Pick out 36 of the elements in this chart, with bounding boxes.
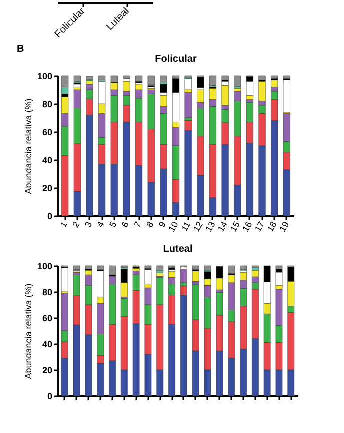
- y-tick-label: 60: [42, 314, 52, 324]
- x-tick-label: 3: [82, 220, 94, 230]
- y-tick-label: 40: [42, 156, 52, 166]
- text: B: [17, 44, 24, 55]
- x-tick-label: 1: [58, 220, 70, 230]
- y-tick-label: 20: [42, 184, 52, 194]
- x-tick-label: 7: [132, 220, 144, 230]
- x-tick-label: 19: [278, 220, 292, 234]
- x-tick-label: 5: [108, 220, 119, 230]
- x-tick-label: 6: [120, 220, 132, 230]
- y-tick-label: 100: [37, 72, 52, 82]
- x-tick-label: 2: [70, 220, 82, 230]
- x-tick-label: 12: [191, 220, 205, 234]
- x-tick-label: 4: [95, 220, 106, 230]
- chart-title: Folicular: [155, 54, 197, 65]
- x-tick-label: 10: [166, 220, 180, 234]
- y-tick-label: 0: [47, 212, 52, 222]
- x-tick-label: 11: [179, 220, 193, 234]
- chart-title: Luteal: [163, 244, 193, 255]
- y-tick-label: 20: [42, 366, 52, 376]
- y-tick-label: 80: [42, 288, 52, 298]
- x-tick-label: 17: [252, 220, 267, 234]
- x-tick-label: 13: [204, 220, 218, 234]
- y-tick-label: 80: [42, 100, 52, 110]
- x-tick-label: 15: [228, 220, 242, 234]
- y-tick-label: 60: [42, 128, 52, 138]
- y-tick-label: 0: [47, 392, 52, 402]
- x-tick-label: 16: [240, 220, 254, 234]
- y-axis-title: Abundancia relativa (%): [23, 284, 34, 380]
- x-tick-label: 14: [216, 220, 230, 234]
- x-tick-label: 8: [144, 220, 156, 230]
- y-tick-label: 40: [42, 340, 52, 350]
- y-axis-title: Abundancia relativa (%): [23, 98, 34, 194]
- x-tick-label: 9: [156, 220, 168, 230]
- y-tick-label: 100: [37, 262, 52, 272]
- x-tick-label: 18: [265, 220, 279, 234]
